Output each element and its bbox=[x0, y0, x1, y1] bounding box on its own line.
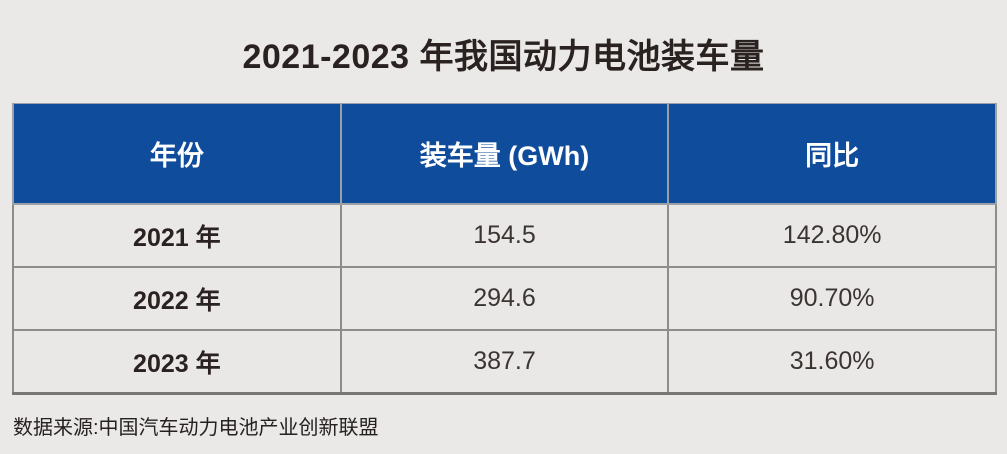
page-title: 2021-2023 年我国动力电池装车量 bbox=[242, 38, 765, 76]
cell-yoy-2022: 90.70% bbox=[667, 266, 997, 331]
data-source-note: 数据来源:中国汽车动力电池产业创新联盟 bbox=[13, 417, 379, 439]
table-row: 2023 年 387.7 31.60% bbox=[12, 329, 997, 395]
column-header-year: 年份 bbox=[12, 103, 342, 205]
column-header-yoy: 同比 bbox=[667, 103, 997, 205]
cell-volume-2022: 294.6 bbox=[339, 266, 670, 331]
cell-yoy-2021: 142.80% bbox=[667, 203, 997, 268]
cell-year-2023: 2023 年 bbox=[12, 329, 342, 395]
cell-volume-2021: 154.5 bbox=[339, 203, 670, 268]
cell-volume-2023: 387.7 bbox=[339, 329, 670, 395]
table-row: 2022 年 294.6 90.70% bbox=[12, 266, 997, 331]
column-header-volume: 装车量 (GWh) bbox=[339, 103, 670, 205]
cell-yoy-2023: 31.60% bbox=[667, 329, 997, 395]
cell-year-2022: 2022 年 bbox=[12, 266, 342, 331]
table-row: 2021 年 154.5 142.80% bbox=[12, 203, 997, 268]
battery-installation-table: 年份 装车量 (GWh) 同比 2021 年 154.5 142.80% 202… bbox=[12, 103, 997, 395]
cell-year-2021: 2021 年 bbox=[12, 203, 342, 268]
table-header-row: 年份 装车量 (GWh) 同比 bbox=[12, 103, 997, 205]
